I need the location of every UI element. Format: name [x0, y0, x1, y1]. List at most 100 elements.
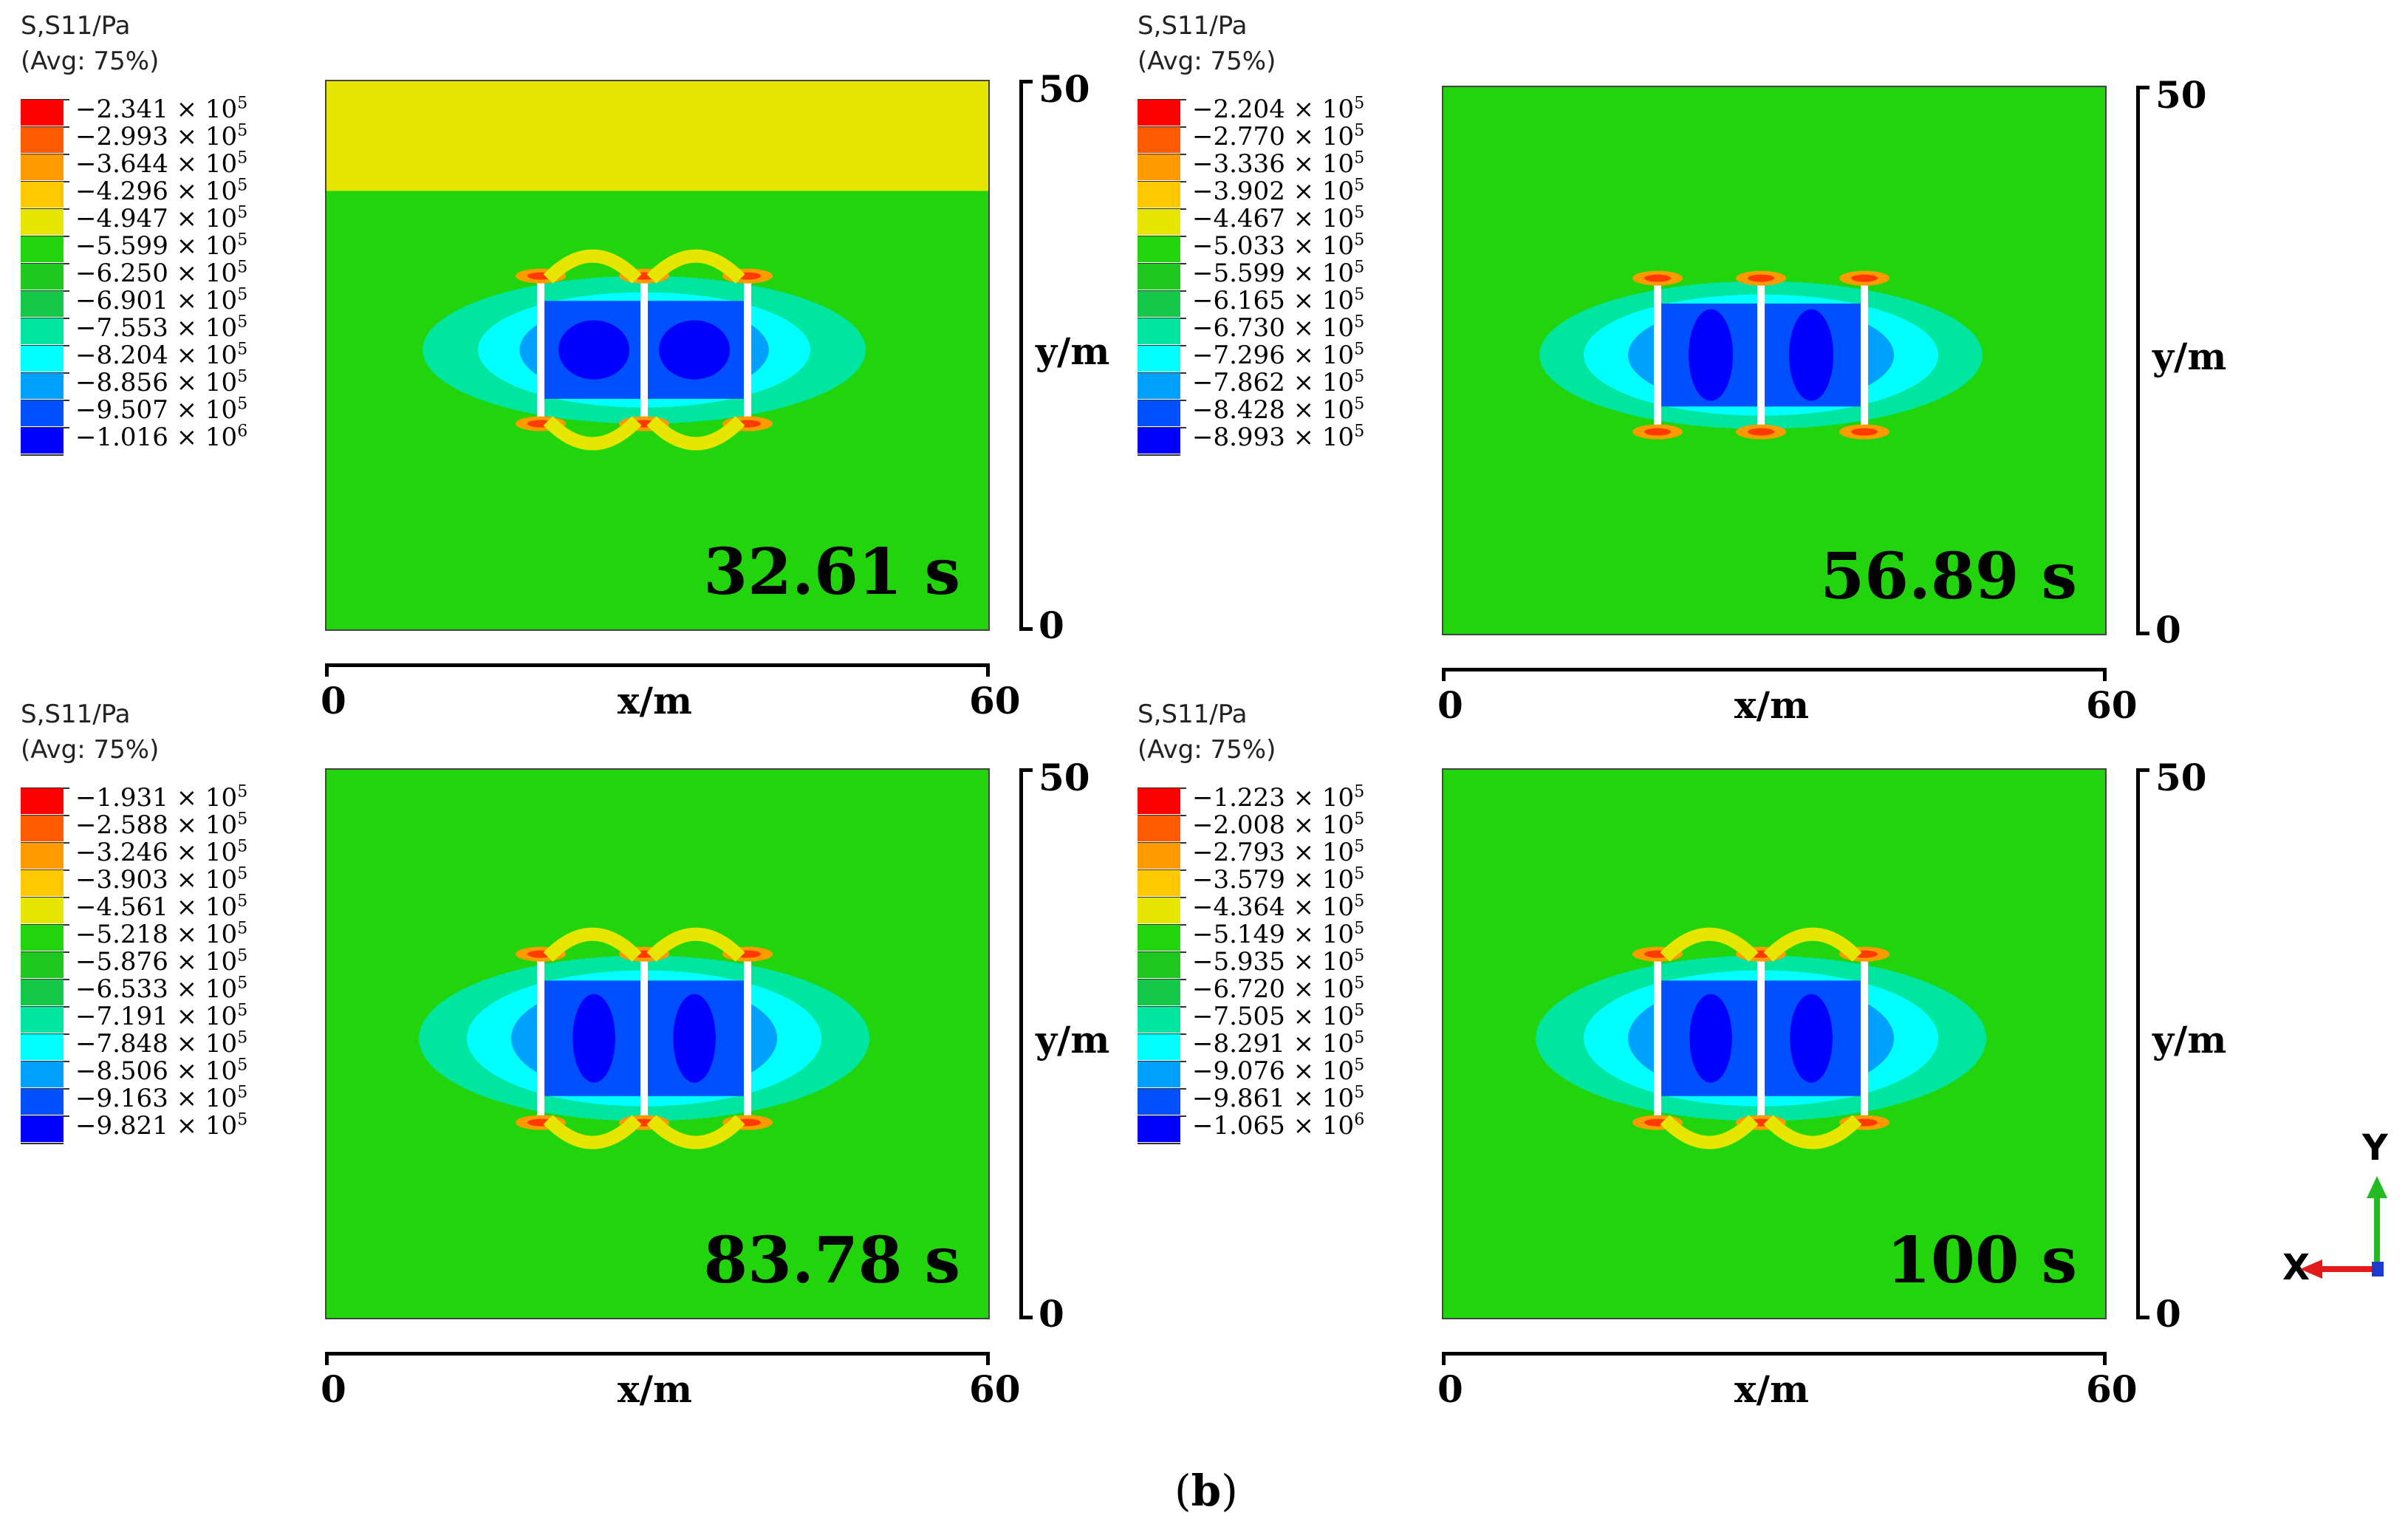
time-label: 83.78 s	[703, 1223, 960, 1298]
legend-tick	[64, 924, 69, 926]
stress-core-top-3	[1851, 274, 1878, 282]
legend-swatch	[1138, 208, 1180, 235]
yellow-arc-top-1	[543, 249, 642, 284]
legend-entry: −8.506 × 105	[21, 1056, 331, 1088]
y-axis-title: y/m	[1036, 329, 1110, 374]
legend-swatch	[1138, 1061, 1180, 1087]
legend-tick	[1180, 951, 1186, 953]
y-axis-tick-top	[2136, 768, 2149, 772]
legend-value: −6.165 × 105	[1192, 285, 1365, 315]
legend-tick	[64, 208, 69, 210]
wall-line-2	[640, 277, 649, 423]
y-axis-line	[1019, 80, 1023, 631]
legend-title: S,S11/Pa	[1138, 700, 1248, 729]
wall-line-3	[1861, 279, 1869, 431]
yellow-arc-top-1	[1660, 927, 1759, 962]
wall-line-2	[1757, 279, 1765, 431]
legend-value: −7.862 × 105	[1192, 367, 1365, 397]
legend-swatch	[21, 345, 64, 372]
legend-tick	[1180, 181, 1186, 182]
legend-entry: −6.165 × 105	[1138, 286, 1448, 318]
legend-value: −1.931 × 105	[75, 782, 248, 813]
legend-swatch	[1138, 154, 1180, 180]
legend-swatch	[21, 1033, 64, 1060]
triad-z-marker	[2372, 1262, 2384, 1276]
legend-swatch	[21, 154, 64, 180]
legend-swatch	[1138, 263, 1180, 290]
legend-swatch	[21, 236, 64, 262]
legend-entry: −2.793 × 105	[1138, 838, 1448, 869]
legend-value: −3.903 × 105	[75, 864, 248, 895]
x-axis-tick-right	[2103, 1352, 2107, 1365]
legend-swatch	[21, 99, 64, 126]
x-axis-tick-left	[1442, 1352, 1446, 1365]
legend-entry: −5.218 × 105	[21, 920, 331, 951]
legend-swatch	[21, 1115, 64, 1142]
legend-subtitle: (Avg: 75%)	[21, 47, 160, 76]
x-axis-line	[1442, 1352, 2107, 1356]
legend-entry: −6.730 × 105	[1138, 313, 1448, 345]
wall-line-2	[1757, 955, 1765, 1121]
legend-value: −2.008 × 105	[1192, 810, 1365, 840]
legend-entry: −8.204 × 105	[21, 341, 331, 372]
contour-peak-1	[1689, 309, 1734, 401]
legend-value: −5.149 × 105	[1192, 919, 1365, 949]
legend-swatch	[1138, 1006, 1180, 1033]
legend-swatch	[1138, 924, 1180, 951]
y-axis-tick-bottom	[1019, 1316, 1033, 1319]
legend-value: −4.561 × 105	[75, 892, 248, 922]
legend-value: −5.033 × 105	[1192, 230, 1365, 261]
legend-swatch	[21, 208, 64, 235]
legend-entry: −8.993 × 105	[1138, 423, 1448, 454]
legend-tick	[1180, 236, 1186, 237]
legend-tick	[64, 979, 69, 980]
legend-tick	[64, 842, 69, 844]
yellow-arc-bottom-1	[1660, 1115, 1759, 1149]
legend-swatch	[21, 318, 64, 344]
legend-tick	[64, 951, 69, 953]
y-axis-max-label: 50	[1039, 756, 1090, 799]
legend-entry: −8.856 × 105	[21, 368, 331, 400]
legend-value: −7.191 × 105	[75, 1001, 248, 1031]
y-axis-tick-top	[1019, 80, 1033, 83]
legend-swatch	[1138, 979, 1180, 1005]
legend-value: −2.793 × 105	[1192, 837, 1365, 867]
legend-entry: −5.149 × 105	[1138, 920, 1448, 951]
legend-entry: −3.644 × 105	[21, 149, 331, 181]
y-axis-line	[1019, 768, 1023, 1319]
legend-value: −5.218 × 105	[75, 919, 248, 949]
legend-swatch	[21, 787, 64, 814]
y-axis-min-label: 0	[1039, 604, 1064, 647]
legend-bottom-edge	[21, 1143, 64, 1144]
legend-tick	[1180, 1006, 1186, 1008]
legend-swatch	[21, 427, 64, 454]
legend-entry: −7.191 × 105	[21, 1002, 331, 1033]
legend-value: −8.204 × 105	[75, 340, 248, 370]
legend-value: −6.901 × 105	[75, 285, 248, 315]
legend-tick	[64, 1033, 69, 1035]
legend-value: −1.223 × 105	[1192, 782, 1365, 813]
wall-line-2	[640, 955, 649, 1121]
legend-entry: −2.204 × 105	[1138, 95, 1448, 126]
legend-swatch	[21, 1088, 64, 1115]
legend-value: −8.993 × 105	[1192, 422, 1365, 452]
legend-value: −3.579 × 105	[1192, 864, 1365, 895]
yellow-arc-top-2	[646, 927, 745, 962]
y-axis-max-label: 50	[2155, 73, 2207, 117]
legend-value: −4.947 × 105	[75, 203, 248, 233]
legend-value: −8.856 × 105	[75, 367, 248, 397]
legend-tick	[64, 427, 69, 428]
legend-title: S,S11/Pa	[1138, 11, 1248, 41]
legend-tick	[64, 869, 69, 871]
legend-swatch	[1138, 372, 1180, 399]
legend-tick	[1180, 815, 1186, 816]
legend-tick	[64, 126, 69, 128]
legend-swatch	[21, 842, 64, 869]
legend-tick	[1180, 1061, 1186, 1062]
legend-entry: −1.016 × 106	[21, 423, 331, 454]
contour-field	[1536, 927, 1987, 1149]
legend-swatch	[1138, 126, 1180, 153]
legend-entry: −9.507 × 105	[21, 395, 331, 427]
contour-field	[1539, 270, 1983, 440]
y-axis-tick-bottom	[1019, 627, 1033, 631]
